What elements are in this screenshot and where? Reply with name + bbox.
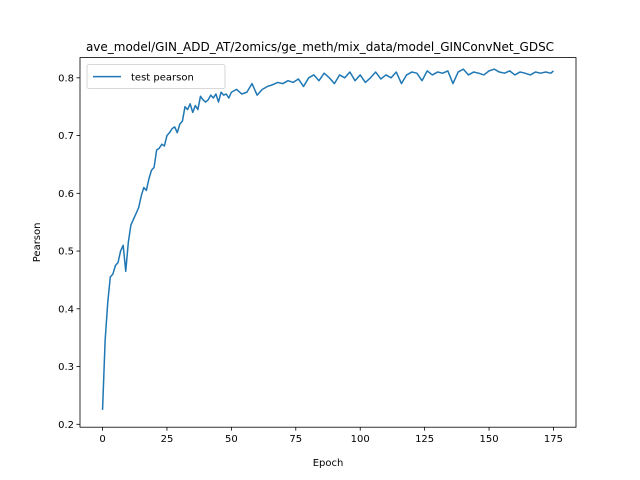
x-tick-label: 25 — [161, 434, 174, 445]
legend: test pearson — [86, 64, 226, 89]
series-line-test-pearson — [101, 68, 554, 410]
plot-area — [80, 57, 576, 428]
y-tick-label: 0.2 — [58, 420, 74, 431]
series-layer — [101, 68, 554, 410]
x-axis-ticks: 0 25 50 75 100 125 150 175 — [99, 427, 563, 445]
legend-label: test pearson — [131, 73, 194, 84]
x-tick-label: 125 — [415, 434, 434, 445]
x-tick-label: 100 — [351, 434, 370, 445]
x-axis-label: Epoch — [313, 458, 344, 469]
chart-title: ave_model/GIN_ADD_AT/2omics/ge_meth/mix_… — [86, 40, 554, 54]
y-tick-label: 0.4 — [58, 304, 74, 315]
y-tick-label: 0.3 — [58, 362, 74, 373]
x-tick-label: 50 — [225, 434, 238, 445]
plot-frame — [79, 57, 577, 428]
y-tick-label: 0.7 — [58, 131, 74, 142]
x-tick-label: 0 — [99, 434, 105, 445]
y-tick-label: 0.5 — [58, 247, 74, 258]
legend-box — [86, 64, 226, 89]
x-tick-label: 175 — [544, 434, 563, 445]
y-axis-ticks: 0.2 0.3 0.4 0.5 0.6 0.7 0.8 — [58, 73, 80, 431]
y-tick-label: 0.8 — [58, 73, 74, 84]
y-tick-label: 0.6 — [58, 189, 74, 200]
x-tick-label: 150 — [479, 434, 498, 445]
y-axis-label: Pearson — [32, 223, 43, 263]
x-tick-label: 75 — [289, 434, 302, 445]
